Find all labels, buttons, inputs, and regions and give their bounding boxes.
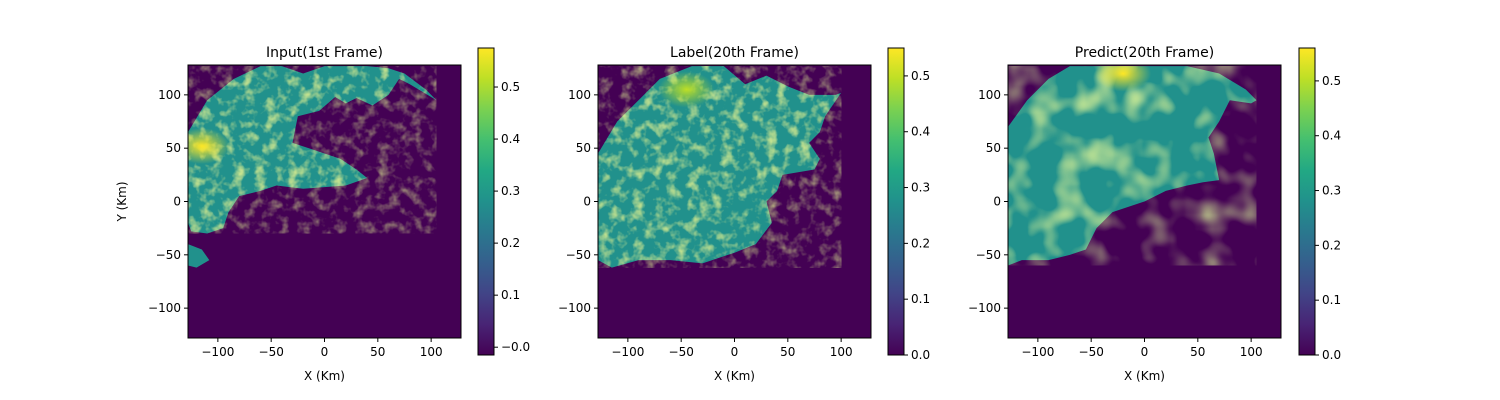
- y-tick-label: −50: [976, 248, 1001, 262]
- x-tick-label: 100: [830, 345, 853, 359]
- panel-1: Input(1st Frame) −100 −50 0 50 100 100 50 0 −50 −1…: [115, 45, 530, 383]
- x-tick-label: 0: [1141, 345, 1149, 359]
- y-tick-label: −50: [566, 248, 591, 262]
- colorbar-tick-label: 0.5: [1322, 74, 1341, 88]
- colorbar-tick-label: 0.3: [911, 181, 930, 195]
- x-axis-label: X (Km): [714, 369, 755, 383]
- y-tick-label: 0: [173, 195, 181, 209]
- y-tick-label: 50: [166, 141, 181, 155]
- colorbar-tick-label: 0.1: [501, 288, 520, 302]
- x-axis-label: X (Km): [304, 369, 345, 383]
- colorbar-tick-label: 0.5: [501, 80, 520, 94]
- colorbar: [1298, 47, 1316, 356]
- x-tick-label: −100: [201, 345, 234, 359]
- y-tick-label: −50: [156, 248, 181, 262]
- heatmap-area: [598, 65, 871, 338]
- chart-title: Predict(20th Frame): [1075, 45, 1214, 61]
- y-tick-label: 100: [158, 88, 181, 102]
- y-tick-label: 0: [993, 195, 1001, 209]
- peak-hotspot: [658, 71, 715, 108]
- y-tick-label: −100: [968, 301, 1001, 315]
- x-tick-label: 0: [731, 345, 739, 359]
- colorbar-tick-label: −0.0: [501, 340, 530, 354]
- x-tick-label: 100: [420, 345, 443, 359]
- chart-title: Label(20th Frame): [670, 45, 799, 61]
- colorbar-tick-label: 0.2: [911, 236, 930, 250]
- colorbar-tick-label: 0.1: [1322, 293, 1341, 307]
- y-tick-label: 0: [583, 195, 591, 209]
- y-tick-label: 50: [986, 141, 1001, 155]
- colorbar-tick-label: 0.5: [911, 69, 930, 83]
- colorbar-tick-label: 0.1: [911, 292, 930, 306]
- colorbar-tick-label: 0.2: [1322, 238, 1341, 252]
- colorbar-tick-label: 0.4: [501, 132, 520, 146]
- x-tick-label: −50: [259, 345, 284, 359]
- colorbar-tick-label: 0.3: [1322, 184, 1341, 198]
- y-tick-label: −100: [148, 301, 181, 315]
- x-tick-label: −100: [611, 345, 644, 359]
- heatmap-area: [1008, 65, 1281, 338]
- y-tick-label: −100: [558, 301, 591, 315]
- x-tick-label: 50: [370, 345, 385, 359]
- x-tick-label: −50: [669, 345, 694, 359]
- panel-3: Predict(20th Frame) −100 −50 0 50 100 100 50 0 −5…: [968, 45, 1341, 383]
- y-tick-label: 100: [978, 88, 1001, 102]
- x-tick-label: 100: [1240, 345, 1263, 359]
- colorbar-tick-label: 0.0: [911, 348, 930, 362]
- chart-title: Input(1st Frame): [266, 45, 383, 61]
- colorbar-tick-label: 0.3: [501, 184, 520, 198]
- colorbar-tick-label: 0.0: [1322, 348, 1341, 362]
- colorbar: [887, 47, 905, 356]
- peak-hotspot: [1095, 66, 1152, 92]
- x-axis-label: X (Km): [1124, 369, 1165, 383]
- echo-fragment: [188, 244, 210, 268]
- x-tick-label: −100: [1021, 345, 1054, 359]
- y-tick-label: 50: [576, 141, 591, 155]
- peak-hotspot: [188, 128, 230, 165]
- y-axis-label: Y (Km): [115, 181, 129, 222]
- panel-2: Label(20th Frame) −100 −50 0 50 100 100 50 0 −50 −…: [558, 45, 930, 383]
- colorbar-tick-label: 0.4: [911, 125, 930, 139]
- colorbar-tick-label: 0.2: [501, 236, 520, 250]
- x-tick-label: 0: [321, 345, 329, 359]
- y-tick-label: 100: [568, 88, 591, 102]
- x-tick-label: 50: [780, 345, 795, 359]
- x-tick-label: −50: [1079, 345, 1104, 359]
- x-tick-label: 50: [1190, 345, 1205, 359]
- colorbar: [477, 47, 495, 356]
- heatmap-area: [188, 65, 461, 338]
- colorbar-tick-label: 0.4: [1322, 129, 1341, 143]
